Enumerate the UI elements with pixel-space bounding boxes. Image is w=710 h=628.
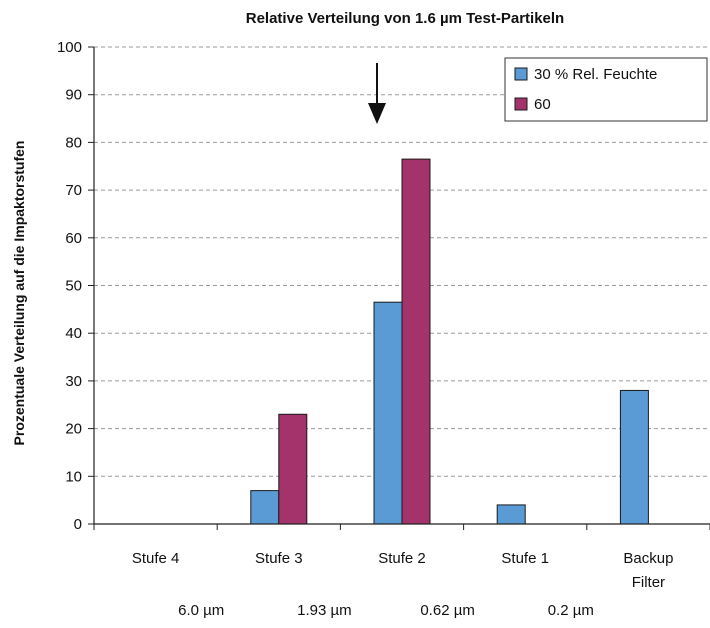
x-axis-category-labels: Stufe 4 Stufe 3 Stufe 2 Stufe 1 Backup Filter (132, 550, 674, 591)
y-tick-label: 30 (65, 373, 82, 390)
y-tick-label: 80 (65, 134, 82, 151)
y-tick-label: 0 (74, 516, 82, 533)
legend-label: 60 (534, 96, 551, 113)
axes (93, 47, 710, 530)
x-category-label: Stufe 4 (132, 550, 180, 567)
legend-box (504, 57, 708, 122)
bar (619, 389, 649, 525)
x-category-label: Backup (623, 550, 673, 567)
y-tick-label: 20 (65, 421, 82, 438)
bar (278, 413, 308, 525)
legend-swatch (514, 97, 528, 111)
cut-size-label: 0.2 µm (548, 602, 594, 619)
cut-size-labels: 6.0 µm 1.93 µm 0.62 µm 0.2 µm (178, 602, 594, 619)
chart-title: Relative Verteilung von 1.6 µm Test-Part… (246, 10, 564, 27)
x-category-label: Stufe 2 (378, 550, 426, 567)
y-tick-label: 100 (57, 39, 82, 56)
bar (250, 490, 280, 525)
x-category-label: Filter (632, 574, 665, 591)
y-axis-ticks: 0 10 20 30 40 50 60 70 80 90 100 (57, 39, 94, 533)
down-arrow-icon (368, 63, 386, 124)
y-tick-label: 10 (65, 468, 82, 485)
y-tick-label: 60 (65, 230, 82, 247)
y-tick-label: 50 (65, 278, 82, 295)
cut-size-label: 6.0 µm (178, 602, 224, 619)
bar (401, 158, 431, 525)
x-category-label: Stufe 3 (255, 550, 303, 567)
bar (373, 301, 403, 525)
cut-size-label: 1.93 µm (297, 602, 352, 619)
bars (250, 158, 649, 525)
arrow-head (368, 103, 386, 124)
y-tick-label: 90 (65, 87, 82, 104)
legend: 30 % Rel. Feuchte 60 (504, 57, 708, 122)
y-tick-label: 40 (65, 325, 82, 342)
legend-swatch (514, 67, 528, 81)
bar (496, 504, 526, 525)
y-axis-label: Prozentuale Verteilung auf die Impaktors… (11, 141, 27, 446)
x-category-label: Stufe 1 (501, 550, 549, 567)
y-tick-label: 70 (65, 182, 82, 199)
cut-size-label: 0.62 µm (420, 602, 475, 619)
legend-label: 30 % Rel. Feuchte (534, 66, 657, 83)
